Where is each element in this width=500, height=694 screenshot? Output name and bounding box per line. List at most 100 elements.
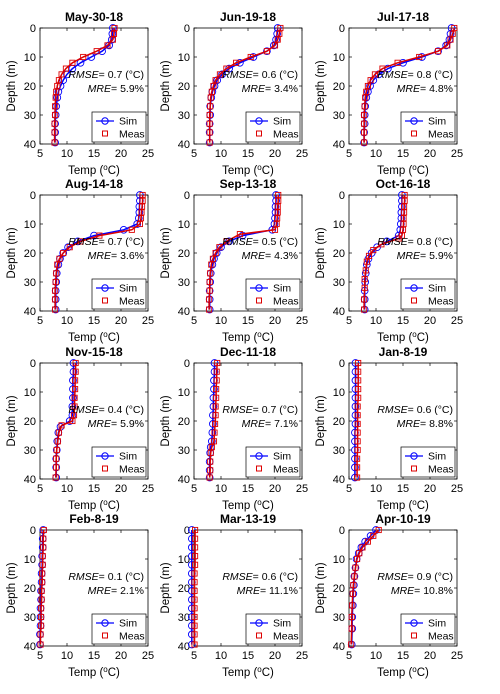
data-point-meas (363, 258, 370, 265)
x-axis-label: Temp (oC) (377, 330, 429, 344)
x-tick-label: 25 (296, 148, 308, 160)
x-axis-label: Temp (oC) (222, 330, 274, 344)
y-tick-label: 30 (24, 445, 36, 457)
data-point-meas (52, 296, 59, 303)
y-tick-label: 30 (24, 612, 36, 624)
rmse-annotation: RMSE= 0.6 (°C) (222, 69, 298, 81)
mre-annotation: MRE= 7.1% (242, 418, 298, 430)
subplot-title: May-30-18 (65, 10, 123, 24)
data-point-meas (361, 284, 368, 291)
subplot-title: Mar-13-19 (220, 512, 276, 526)
data-point-meas (213, 394, 220, 401)
data-point-meas (354, 474, 361, 481)
data-point-sim (351, 463, 359, 472)
legend-sim-marker (410, 619, 418, 627)
data-point-meas (211, 429, 218, 436)
legend-sim-marker (255, 619, 263, 627)
y-tick-label: 40 (24, 306, 36, 318)
y-tick-label: 30 (178, 445, 190, 457)
legend-sim-label: Sim (428, 451, 446, 463)
x-axis-label: Temp (oC) (68, 330, 120, 344)
data-point-sim (218, 70, 226, 79)
data-point-meas (192, 561, 199, 568)
x-tick-label: 25 (142, 650, 154, 662)
data-point-meas (400, 220, 407, 228)
data-point-meas (51, 129, 58, 136)
series-line-meas (356, 363, 359, 478)
data-point-sim (69, 393, 77, 402)
legend-box (400, 111, 456, 143)
data-point-meas (39, 553, 46, 560)
x-tick-label: 5 (37, 315, 43, 327)
x-axis-label: Temp (oC) (377, 163, 429, 177)
legend-sim-marker (101, 117, 109, 125)
data-point-meas (38, 622, 45, 629)
data-point-meas (208, 261, 215, 268)
data-point-meas (207, 458, 214, 465)
x-tick-label: 20 (115, 315, 127, 327)
data-point-meas (206, 278, 213, 286)
data-point-meas (447, 36, 454, 43)
data-point-meas (378, 241, 385, 248)
x-tick-label: 5 (37, 148, 43, 160)
y-tick-label: 40 (178, 641, 190, 653)
legend-meas-label: Meas (119, 464, 145, 476)
x-tick-label: 10 (370, 650, 382, 662)
y-axis-label: Depth (m) (160, 562, 172, 613)
y-axis-label: Depth (m) (315, 395, 327, 446)
mre-annotation: MRE= 5.9% (88, 418, 144, 430)
data-point-meas (139, 197, 146, 204)
data-point-meas (216, 71, 223, 78)
legend-sim-label: Sim (119, 618, 137, 630)
data-point-meas (206, 139, 213, 146)
data-point-sim (59, 249, 68, 257)
y-tick-label: 20 (178, 416, 190, 428)
data-point-meas (400, 215, 407, 222)
series-line-meas (39, 529, 45, 645)
x-tick-label: 15 (88, 483, 100, 495)
data-point-meas (58, 71, 65, 78)
legend-sim-marker (410, 117, 418, 125)
data-point-meas (271, 42, 279, 49)
legend-sim-marker (101, 619, 109, 627)
y-tick-label: 30 (178, 110, 190, 122)
data-point-meas (361, 139, 368, 146)
x-tick-label: 20 (424, 483, 436, 495)
data-point-meas (52, 278, 59, 286)
data-point-meas (212, 420, 219, 427)
data-point-meas (60, 249, 67, 257)
legend-sim-marker (255, 284, 263, 292)
data-point-meas (361, 111, 368, 119)
data-point-meas (274, 36, 281, 43)
y-tick-label: 10 (24, 554, 36, 566)
y-tick-label: 10 (333, 554, 345, 566)
y-tick-label: 0 (30, 358, 36, 370)
data-point-meas (216, 244, 223, 251)
data-point-meas (38, 613, 45, 621)
data-point-meas (56, 255, 63, 262)
data-point-meas (51, 139, 58, 146)
x-tick-label: 5 (191, 483, 197, 495)
data-point-meas (233, 59, 240, 66)
x-tick-label: 25 (451, 650, 463, 662)
legend-meas-label: Meas (428, 296, 454, 308)
data-point-meas (350, 582, 357, 589)
x-tick-label: 15 (88, 315, 100, 327)
legend-meas-label: Meas (428, 464, 454, 476)
data-point-sim (119, 225, 128, 234)
subplot-4: Aug-14-18 5 10 15 20 25 0 10 20 30 40 Temp (oC) Dept… (6, 177, 154, 344)
data-point-meas (356, 550, 363, 557)
legend-meas-label: Meas (428, 631, 454, 643)
data-point-meas (223, 238, 230, 245)
data-point-meas (128, 226, 135, 233)
x-axis-label: Temp (oC) (68, 163, 120, 177)
subplot-title: Apr-10-19 (375, 512, 431, 526)
legend-sim-label: Sim (428, 618, 446, 630)
data-point-meas (40, 544, 47, 551)
x-tick-label: 10 (215, 148, 227, 160)
subplot-12: Apr-10-19 5 10 15 20 25 0 10 20 30 40 Temp (oC) Dept… (315, 512, 463, 679)
data-point-meas (361, 120, 368, 127)
data-point-meas (51, 120, 58, 127)
